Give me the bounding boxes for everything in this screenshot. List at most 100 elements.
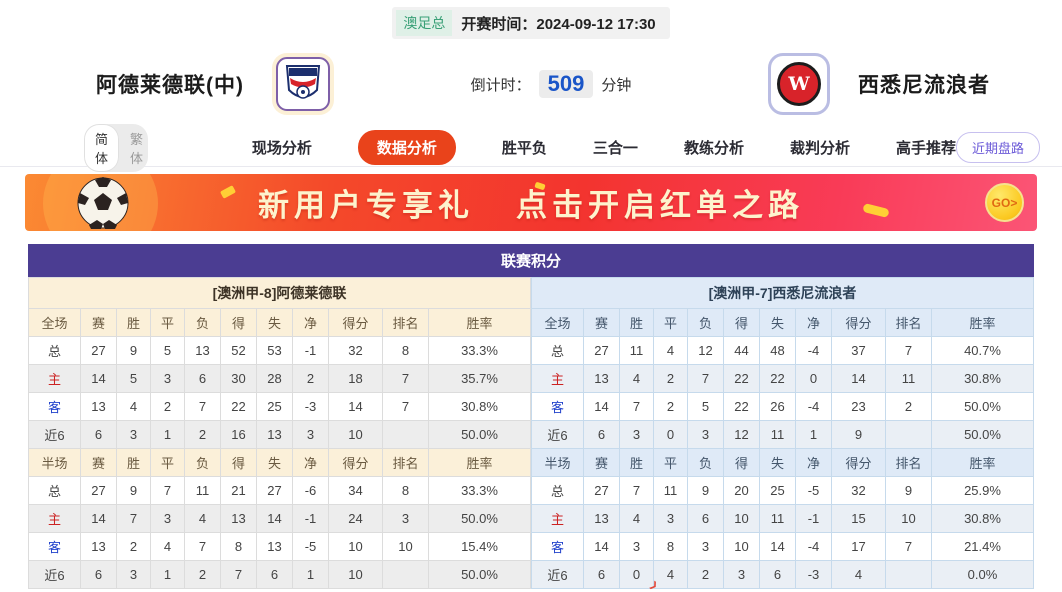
row-label: 主 xyxy=(531,364,584,393)
stat-cell: 50.0% xyxy=(428,420,531,449)
team-header: 阿德莱德联(中) 倒计时： 509 分钟 W 西悉尼流浪者 xyxy=(0,39,1062,129)
column-header: 排名 xyxy=(382,448,429,477)
stat-cell: 40.7% xyxy=(931,336,1034,365)
row-label: 主 xyxy=(28,364,81,393)
stat-cell: 7 xyxy=(382,392,429,421)
column-header: 失 xyxy=(256,448,293,477)
stat-cell: 2 xyxy=(116,532,151,561)
stat-cell: 32 xyxy=(831,476,886,505)
stat-cell: 0 xyxy=(795,364,832,393)
column-header: 平 xyxy=(150,308,185,337)
column-header: 得 xyxy=(723,308,760,337)
home-fulltime-header: 全场赛胜平负得失净得分 排名 胜率 xyxy=(28,308,531,337)
stat-cell xyxy=(382,560,429,589)
row-label: 总 xyxy=(28,336,81,365)
kickoff-pill: 澳足总 开赛时间：2024-09-12 17:30 xyxy=(392,7,670,39)
stat-cell: 10 xyxy=(328,560,383,589)
tab-live-analysis[interactable]: 现场分析 xyxy=(251,140,312,157)
stat-cell: 13 xyxy=(184,336,221,365)
column-header: 胜率 xyxy=(428,308,531,337)
stat-cell: 3 xyxy=(382,504,429,533)
stat-cell: -4 xyxy=(795,392,832,421)
stat-cell: 2 xyxy=(687,560,724,589)
recent-trends-button[interactable]: 近期盘路 xyxy=(955,132,1040,163)
column-header: 赛 xyxy=(583,308,620,337)
tab-coach-analysis[interactable]: 教练分析 xyxy=(683,140,744,157)
lang-simplified[interactable]: 简体 xyxy=(84,123,120,172)
language-toggle[interactable]: 简体 繁体 xyxy=(84,123,148,172)
stat-cell: 3 xyxy=(150,364,185,393)
stat-cell: 50.0% xyxy=(931,392,1034,421)
column-header: 全场 xyxy=(28,308,81,337)
home-table-subtitle: [澳洲甲-8]阿德莱德联 xyxy=(28,277,531,309)
stat-cell: -3 xyxy=(795,560,832,589)
go-button[interactable]: GO> xyxy=(985,183,1024,222)
stat-cell: 21 xyxy=(220,476,257,505)
column-header: 平 xyxy=(653,308,688,337)
stat-cell: 7 xyxy=(382,364,429,393)
lang-traditional[interactable]: 繁体 xyxy=(130,131,144,166)
stat-cell: 2 xyxy=(292,364,329,393)
stat-cell: 2 xyxy=(653,364,688,393)
column-header: 胜率 xyxy=(931,448,1034,477)
stat-cell: 3 xyxy=(687,532,724,561)
away-team: W 西悉尼流浪者 xyxy=(768,53,990,115)
stat-cell: 25 xyxy=(759,476,796,505)
away-stats-table: [澳洲甲-7]西悉尼流浪者 全场赛胜平负得失净得分 排名 胜率 总 27 11 4 12 44… xyxy=(531,277,1034,589)
away-fulltime-rows: 总 27 11 4 12 44 48 -4 37 7 40.7% 主 13 4 2 7 22 22 0 14 11 30.… xyxy=(531,336,1034,449)
stat-cell: 7 xyxy=(184,392,221,421)
column-header: 胜 xyxy=(116,448,151,477)
stat-cell: 7 xyxy=(885,532,932,561)
row-label: 主 xyxy=(28,504,81,533)
stat-cell: 30.8% xyxy=(931,504,1034,533)
row-label: 总 xyxy=(531,476,584,505)
column-header: 负 xyxy=(687,448,724,477)
row-label: 客 xyxy=(28,532,81,561)
league-points-section: 联赛积分 [澳洲甲-8]阿德莱德联 全场赛胜平负得失净得分 排名 胜率 总 27 9 5 1… xyxy=(28,244,1034,589)
tab-referee-analysis[interactable]: 裁判分析 xyxy=(789,140,850,157)
stat-cell: 4 xyxy=(619,364,654,393)
tab-three-in-one[interactable]: 三合一 xyxy=(592,140,638,157)
stat-cell: -6 xyxy=(292,476,329,505)
stat-cell: 10 xyxy=(328,420,383,449)
row-label: 客 xyxy=(531,532,584,561)
stat-cell: 22 xyxy=(723,364,760,393)
stat-cell: 34 xyxy=(328,476,383,505)
table-title: 联赛积分 xyxy=(28,244,1034,277)
stat-cell: 6 xyxy=(80,560,117,589)
analysis-nav: 简体 繁体 现场分析 数据分析 胜平负 三合一 教练分析 裁判分析 高手推荐 近… xyxy=(0,123,1062,172)
tab-win-draw-lose[interactable]: 胜平负 xyxy=(501,140,547,157)
stat-cell: 11 xyxy=(759,420,796,449)
stat-cell: -5 xyxy=(292,532,329,561)
soccer-ball-icon xyxy=(77,177,129,231)
stat-cell: 33.3% xyxy=(428,476,531,505)
stat-cell: 5 xyxy=(150,336,185,365)
stat-cell: -4 xyxy=(795,336,832,365)
stat-cell: 15 xyxy=(831,504,886,533)
column-header: 失 xyxy=(256,308,293,337)
stat-cell: 50.0% xyxy=(931,420,1034,449)
stat-cell: 21.4% xyxy=(931,532,1034,561)
column-header: 胜率 xyxy=(428,448,531,477)
column-header: 净 xyxy=(795,308,832,337)
stat-cell: 14 xyxy=(831,364,886,393)
countdown: 倒计时： 509 分钟 xyxy=(334,70,768,98)
stat-cell: 7 xyxy=(184,532,221,561)
promo-banner[interactable]: 新用户专享礼 点击开启红单之路 GO> xyxy=(25,174,1037,231)
stat-cell xyxy=(885,420,932,449)
stat-cell: 2 xyxy=(150,392,185,421)
stat-cell: 9 xyxy=(831,420,886,449)
stat-cell: 3 xyxy=(653,504,688,533)
home-team: 阿德莱德联(中) xyxy=(96,53,334,115)
stat-cell: 26 xyxy=(759,392,796,421)
home-team-logo xyxy=(272,53,334,115)
stat-cell: 14 xyxy=(328,392,383,421)
stat-cell: 15.4% xyxy=(428,532,531,561)
kickoff-time: 开赛时间：2024-09-12 17:30 xyxy=(461,15,656,33)
stat-cell: 11 xyxy=(759,504,796,533)
stat-cell: 14 xyxy=(759,532,796,561)
tab-expert-picks[interactable]: 高手推荐 xyxy=(895,140,956,157)
stat-cell: 12 xyxy=(723,420,760,449)
stat-cell: -1 xyxy=(795,504,832,533)
tab-data-analysis[interactable]: 数据分析 xyxy=(357,130,456,165)
